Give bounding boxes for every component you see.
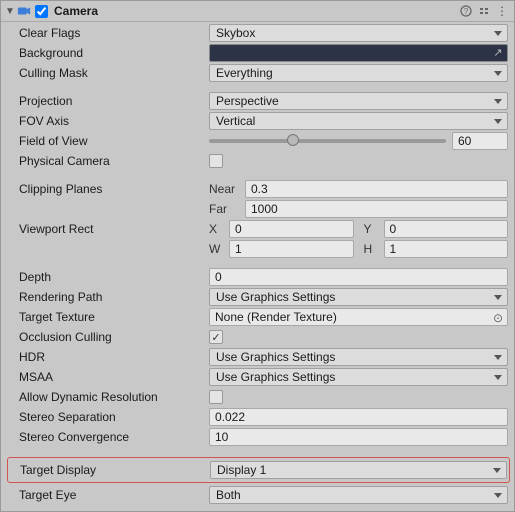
stereo-separation-label: Stereo Separation — [9, 410, 209, 424]
allow-dyn-res-checkbox[interactable] — [209, 390, 223, 404]
hdr-row: HDR Use Graphics Settings — [9, 347, 508, 367]
msaa-row: MSAA Use Graphics Settings — [9, 367, 508, 387]
clear-flags-row: Clear Flags Skybox — [9, 23, 508, 43]
stereo-convergence-row: Stereo Convergence 10 — [9, 427, 508, 447]
viewport-rect-label: Viewport Rect — [9, 222, 209, 236]
component-title: Camera — [54, 4, 456, 18]
target-eye-row: Target Eye Both — [9, 485, 508, 505]
camera-icon — [17, 5, 31, 17]
clipping-planes-near-row: Clipping Planes Near 0.3 — [9, 179, 508, 199]
target-texture-row: Target Texture None (Render Texture) — [9, 307, 508, 327]
stereo-convergence-input[interactable]: 10 — [209, 428, 508, 446]
depth-label: Depth — [9, 270, 209, 284]
component-header[interactable]: ▼ Camera ? ⋮ — [1, 1, 514, 22]
vp-y-input[interactable]: 0 — [384, 220, 509, 238]
occlusion-culling-label: Occlusion Culling — [9, 330, 209, 344]
clear-flags-dropdown[interactable]: Skybox — [209, 24, 508, 42]
vp-w-input[interactable]: 1 — [229, 240, 354, 258]
occlusion-culling-row: Occlusion Culling — [9, 327, 508, 347]
vp-h-label: H — [364, 242, 384, 256]
projection-row: Projection Perspective — [9, 91, 508, 111]
stereo-separation-row: Stereo Separation 0.022 — [9, 407, 508, 427]
target-display-dropdown[interactable]: Display 1 — [210, 461, 507, 479]
eyedropper-icon[interactable]: ↗ — [491, 46, 505, 60]
physical-camera-label: Physical Camera — [9, 154, 209, 168]
rendering-path-dropdown[interactable]: Use Graphics Settings — [209, 288, 508, 306]
projection-dropdown[interactable]: Perspective — [209, 92, 508, 110]
target-display-label: Target Display — [10, 463, 210, 477]
svg-text:?: ? — [464, 7, 469, 16]
allow-dyn-res-label: Allow Dynamic Resolution — [9, 390, 209, 404]
help-icon[interactable]: ? — [458, 3, 474, 19]
background-row: Background ↗ — [9, 43, 508, 63]
near-label: Near — [209, 182, 245, 196]
presets-icon[interactable] — [476, 3, 492, 19]
msaa-dropdown[interactable]: Use Graphics Settings — [209, 368, 508, 386]
depth-row: Depth 0 — [9, 267, 508, 287]
field-of-view-slider[interactable] — [209, 139, 446, 143]
context-menu-icon[interactable]: ⋮ — [494, 3, 510, 19]
msaa-label: MSAA — [9, 370, 209, 384]
fov-axis-row: FOV Axis Vertical — [9, 111, 508, 131]
target-display-highlight: Target Display Display 1 — [7, 457, 510, 483]
clipping-planes-label: Clipping Planes — [9, 182, 209, 196]
target-eye-dropdown[interactable]: Both — [209, 486, 508, 504]
clear-flags-label: Clear Flags — [9, 26, 209, 40]
background-label: Background — [9, 46, 209, 60]
field-of-view-input[interactable]: 60 — [452, 132, 508, 150]
vp-y-label: Y — [364, 222, 384, 236]
rendering-path-label: Rendering Path — [9, 290, 209, 304]
culling-mask-label: Culling Mask — [9, 66, 209, 80]
culling-mask-dropdown[interactable]: Everything — [209, 64, 508, 82]
target-display-row: Target Display Display 1 — [10, 460, 507, 480]
fov-axis-label: FOV Axis — [9, 114, 209, 128]
culling-mask-row: Culling Mask Everything — [9, 63, 508, 83]
physical-camera-checkbox[interactable] — [209, 154, 223, 168]
target-eye-label: Target Eye — [9, 488, 209, 502]
projection-label: Projection — [9, 94, 209, 108]
component-enabled-checkbox[interactable] — [35, 5, 48, 18]
vp-x-label: X — [209, 222, 229, 236]
clipping-planes-far-row: Far 1000 — [9, 199, 508, 219]
target-texture-field[interactable]: None (Render Texture) — [209, 308, 508, 326]
target-texture-label: Target Texture — [9, 310, 209, 324]
near-input[interactable]: 0.3 — [245, 180, 508, 198]
far-input[interactable]: 1000 — [245, 200, 508, 218]
stereo-separation-input[interactable]: 0.022 — [209, 408, 508, 426]
stereo-convergence-label: Stereo Convergence — [9, 430, 209, 444]
field-of-view-label: Field of View — [9, 134, 209, 148]
camera-component-inspector: ▼ Camera ? ⋮ Clear Flags Skybox Backgrou… — [0, 0, 515, 512]
hdr-label: HDR — [9, 350, 209, 364]
far-label: Far — [209, 202, 245, 216]
vp-w-label: W — [209, 242, 229, 256]
depth-input[interactable]: 0 — [209, 268, 508, 286]
viewport-rect-wh-row: W1 H1 — [9, 239, 508, 259]
hdr-dropdown[interactable]: Use Graphics Settings — [209, 348, 508, 366]
vp-x-input[interactable]: 0 — [229, 220, 354, 238]
fov-axis-dropdown[interactable]: Vertical — [209, 112, 508, 130]
viewport-rect-xy-row: Viewport Rect X0 Y0 — [9, 219, 508, 239]
field-of-view-row: Field of View 60 — [9, 131, 508, 151]
foldout-toggle-icon[interactable]: ▼ — [5, 6, 15, 17]
allow-dyn-res-row: Allow Dynamic Resolution — [9, 387, 508, 407]
background-color-field[interactable]: ↗ — [209, 44, 508, 62]
vp-h-input[interactable]: 1 — [384, 240, 509, 258]
physical-camera-row: Physical Camera — [9, 151, 508, 171]
occlusion-culling-checkbox[interactable] — [209, 330, 223, 344]
rendering-path-row: Rendering Path Use Graphics Settings — [9, 287, 508, 307]
